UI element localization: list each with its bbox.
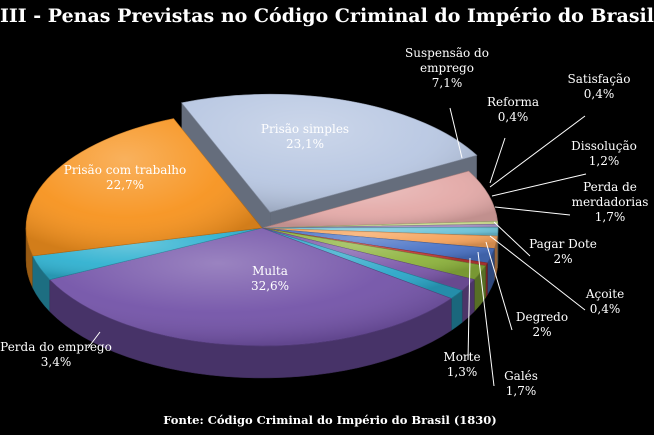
leader-line [493,221,531,257]
slice-gloss [262,224,498,228]
slice-gloss [181,94,477,213]
slice-label: Prisão com trabalho 22,7% [64,163,186,192]
leader-line [491,173,587,197]
slice-gloss [32,228,262,280]
slice-percent: 32,6% [251,279,289,293]
slice-label: Morte 1,3% [443,350,480,379]
slice-label: Suspensão do emprego 7,1% [405,46,489,90]
leader-line [489,115,586,188]
slice-percent: 1,2% [589,154,620,168]
slice-name: Satisfação [568,72,631,86]
slice-inner-wall [181,102,271,245]
chart-source: Fonte: Código Criminal do Império do Bra… [163,413,496,427]
slice-percent: 2% [553,252,572,266]
slice-label: Prisão simples 23,1% [261,122,349,151]
slice-name: Multa [252,264,288,278]
leader-line [489,137,506,184]
slice-label: Açoite 0,4% [585,287,624,316]
slice-name: emprego [420,61,474,75]
slice-name: Degredo [516,310,568,324]
leader-line [494,206,571,216]
leader-line [449,107,463,159]
slice-gloss [262,171,498,228]
slice-label: Degredo 2% [516,310,568,339]
slice-name: Dissolução [571,139,637,153]
slice-label: Perda de merdadorias 1,7% [572,180,649,224]
slice-name: Galés [504,369,538,383]
slice-side [485,262,488,299]
slice-name: Açoite [585,287,624,301]
slice-gloss [262,228,475,291]
leader-line [87,331,101,349]
slice-percent: 1,7% [595,210,626,224]
slice-name: Pagar Dote [529,237,597,251]
slice-labels: Prisão simples 23,1% Suspensão do emprego 7,… [0,46,648,398]
slice-percent: 0,4% [590,302,621,316]
slice-label: Perda do emprego 3,4% [0,340,112,369]
slice-name: Prisão com trabalho [64,163,186,177]
slice-name: Perda do emprego [0,340,112,354]
slice-name: Perda de [583,180,637,194]
slice-gloss [262,228,463,299]
slice-label: Reforma 0,4% [487,95,539,124]
slice-gloss [49,228,452,346]
slice-gloss [262,228,486,280]
leader-line [467,257,471,361]
leader-lines [87,107,587,387]
slice-name: Reforma [487,95,539,109]
slice-gloss [262,221,498,228]
slice-percent: 1,7% [506,384,537,398]
slice-name: Suspensão do [405,46,489,60]
leader-line [485,241,513,331]
slice-label: Galés 1,7% [504,369,538,398]
slice-label: Dissolução 1,2% [571,139,637,168]
slice-label: Pagar Dote 2% [529,237,597,266]
slice-name: merdadorias [572,195,649,209]
slice-percent: 0,4% [584,87,615,101]
slice-label: Multa 32,6% [251,264,289,293]
slice-label: Satisfação 0,4% [568,72,631,101]
slice-percent: 2% [532,325,551,339]
slice-name: Prisão simples [261,122,349,136]
slice-percent: 3,4% [41,355,72,369]
pie-tops [25,93,499,347]
slice-name: Morte [443,350,480,364]
slice-percent: 23,1% [286,137,324,151]
leader-line [477,251,495,387]
chart-title: III - Penas Previstas no Código Criminal… [0,5,654,27]
slice-percent: 0,4% [498,110,529,124]
leader-line [489,235,586,311]
slice-percent: 7,1% [432,76,463,90]
slice-percent: 22,7% [106,178,144,192]
slice-percent: 1,3% [447,365,478,379]
slice-gloss [25,118,263,256]
